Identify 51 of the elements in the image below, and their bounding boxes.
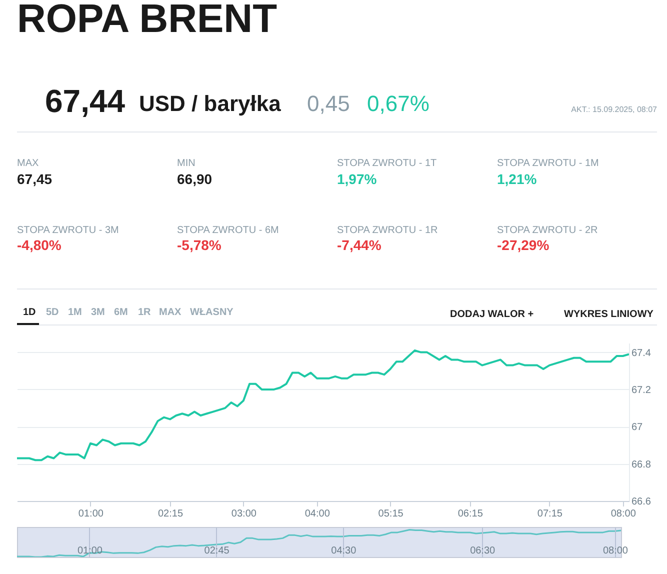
text: 0,45 [307,91,350,116]
y-tick-label: 66.8 [632,459,652,470]
x-tick-label: 01:00 [77,546,103,556]
text: STOPA ZWROTU - 1T [337,158,437,169]
x-tick-label: 07:15 [537,508,563,520]
text: WYKRES LINIOWY [564,309,654,320]
text: 1R [138,307,152,318]
text: MIN [177,158,196,169]
line-series [17,349,629,462]
x-tick-label: 05:15 [378,508,404,520]
text: 1M [68,307,82,318]
text: 5D [46,307,59,318]
x-tick-label: 06:15 [458,508,484,520]
x-tick-label: 01:00 [78,508,104,520]
text: 0,67% [367,91,430,116]
text: MAX [17,158,39,169]
text: AKT.: 15.09.2025, 08:07 [571,105,658,114]
text: 1,21% [497,171,538,187]
y-tick-label: 66.6 [632,496,652,508]
text: -4,80% [17,237,62,253]
text: 66,90 [177,171,212,187]
text: WŁASNY [190,307,234,318]
text: 6M [114,307,128,318]
text: STOPA ZWROTU - 6M [177,225,279,236]
text: STOPA ZWROTU - 3M [17,225,119,236]
text: USD / baryłka [139,91,282,116]
text: STOPA ZWROTU - 2R [497,225,598,236]
y-tick-label: 67.2 [632,384,652,396]
x-tick-label: 04:00 [304,508,330,520]
x-tick-label: 04:30 [331,546,357,556]
x-tick-label: 03:00 [231,508,257,520]
text: STOPA ZWROTU - 1M [497,158,599,169]
y-tick-label: 67 [632,422,644,434]
x-tick-label: 02:15 [158,508,184,520]
x-tick-label: 02:45 [204,546,230,556]
text: 3M [91,307,105,318]
text: DODAJ WALOR + [450,309,534,320]
text: STOPA ZWROTU - 1R [337,225,438,236]
text: 67,44 [45,83,126,119]
text: 67,45 [17,171,52,187]
y-tick-label: 67.4 [632,348,652,359]
text: -27,29% [497,237,550,253]
x-tick-label: 08:00 [602,546,628,556]
x-tick-label: 06:30 [470,546,496,556]
text: -5,78% [177,237,222,253]
text: 1,97% [337,171,378,187]
chart-title: ROPA BRENT [17,0,277,41]
text: MAX [159,307,182,318]
text: -7,44% [337,237,382,253]
x-tick-label: 08:00 [610,508,636,520]
text: 1D [23,307,36,318]
